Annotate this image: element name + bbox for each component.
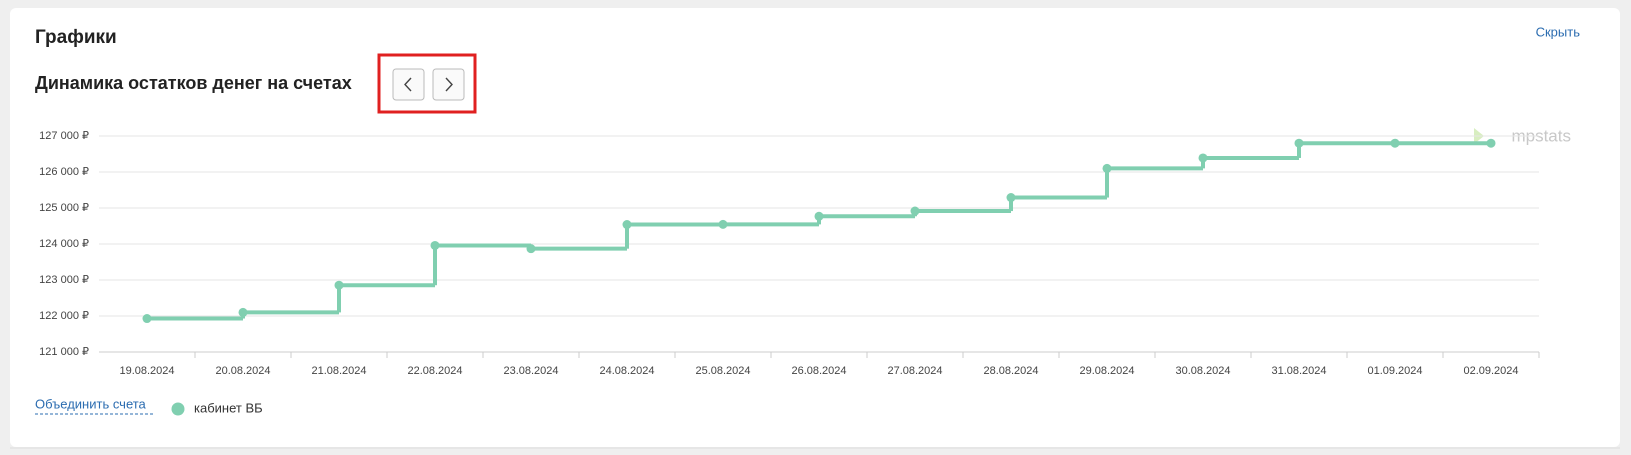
data-point	[430, 240, 440, 250]
data-point	[1102, 163, 1112, 173]
x-tick-label: 22.08.2024	[407, 365, 462, 377]
y-tick-label: 126 000 ₽	[39, 166, 89, 178]
y-tick-label: 125 000 ₽	[39, 202, 89, 214]
y-tick-label: 127 000 ₽	[39, 130, 89, 142]
data-point	[814, 211, 824, 221]
data-point	[1198, 153, 1208, 163]
data-point	[622, 220, 632, 230]
legend: кабинет ВБ	[171, 400, 263, 416]
data-point	[238, 307, 248, 317]
merge-link[interactable]: Объединить счета	[35, 396, 147, 411]
y-tick-label: 122 000 ₽	[39, 310, 89, 322]
x-tick-label: 24.08.2024	[599, 365, 654, 377]
chart-title: Динамика остатков денег на счетах	[35, 73, 352, 93]
data-point	[526, 244, 536, 254]
y-tick-label: 124 000 ₽	[39, 238, 89, 250]
y-tick-label: 123 000 ₽	[39, 274, 89, 286]
highlight-box	[377, 53, 477, 114]
x-tick-label: 30.08.2024	[1175, 365, 1230, 377]
plot: 121 000 ₽ 122 000 ₽ 123 000 ₽ 124 000 ₽ 125 …	[39, 130, 1540, 377]
x-tick-label: 21.08.2024	[311, 365, 366, 377]
chevron-right	[445, 77, 453, 92]
chevron-left	[404, 77, 412, 92]
legend-marker	[171, 402, 185, 416]
x-tick-label: 31.08.2024	[1271, 365, 1326, 377]
hide-link[interactable]: Скрыть	[1536, 24, 1581, 39]
data-point	[1390, 138, 1400, 148]
x-tick-label: 19.08.2024	[119, 365, 174, 377]
prev-button[interactable]	[392, 68, 425, 101]
x-tick-label: 01.09.2024	[1367, 365, 1422, 377]
y-tick-label: 121 000 ₽	[39, 346, 89, 358]
legend-label: кабинет ВБ	[194, 400, 263, 415]
data-point	[910, 206, 920, 216]
x-tick-label: 23.08.2024	[503, 365, 558, 377]
data-point	[1006, 193, 1016, 203]
x-tick-label: 29.08.2024	[1079, 365, 1134, 377]
data-point	[142, 314, 152, 324]
data-point	[334, 280, 344, 290]
x-tick-label: 25.08.2024	[695, 365, 750, 377]
data-point	[1486, 138, 1496, 148]
data-point	[718, 219, 728, 229]
x-tick-label: 26.08.2024	[791, 365, 846, 377]
card	[10, 8, 1620, 447]
x-tick-label: 28.08.2024	[983, 365, 1038, 377]
x-tick-label: 02.09.2024	[1463, 365, 1518, 377]
watermark: mpstats	[1511, 126, 1571, 145]
x-tick-label: 20.08.2024	[215, 365, 270, 377]
button-frame	[432, 68, 465, 101]
section-title: Графики	[35, 27, 117, 48]
x-tick-label: 27.08.2024	[887, 365, 942, 377]
next-button[interactable]	[432, 68, 465, 101]
button-frame	[392, 68, 425, 101]
data-point	[1294, 138, 1304, 148]
